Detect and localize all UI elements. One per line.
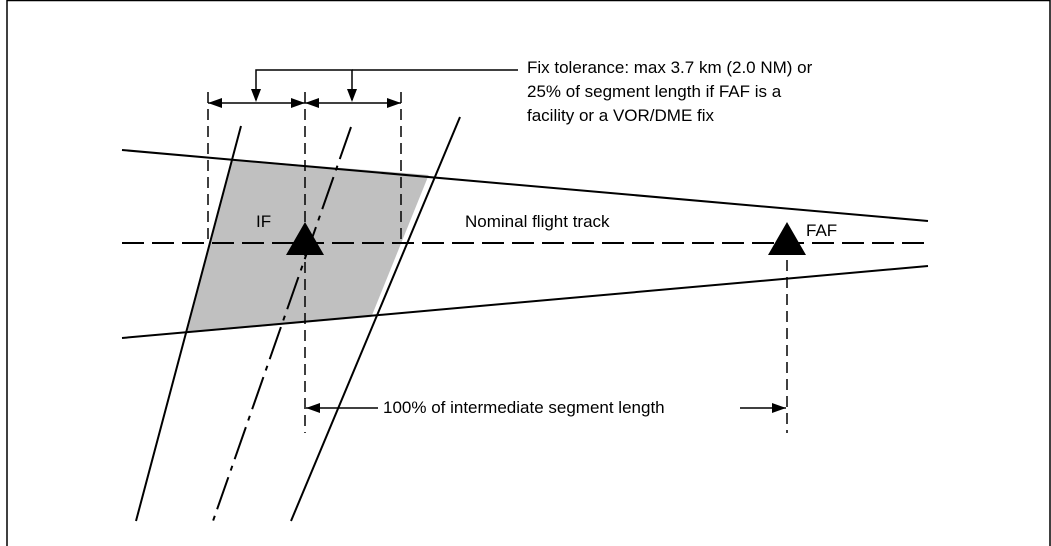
- segment-length-label: 100% of intermediate segment length: [381, 397, 667, 419]
- if-triangle-icon: [286, 222, 324, 255]
- fix-tolerance-note-line2: 25% of segment length if FAF is a: [527, 82, 782, 101]
- nominal-flight-track-label: Nominal flight track: [465, 212, 610, 231]
- left-slant-line: [135, 125, 242, 522]
- fix-tolerance-note-line1: Fix tolerance: max 3.7 km (2.0 NM) or: [527, 58, 813, 77]
- right-slant-line: [290, 116, 461, 522]
- faf-label: FAF: [804, 220, 840, 242]
- segment-arrow-right-head: [772, 403, 786, 413]
- center-slant-line: [212, 126, 352, 522]
- fix-tolerance-note-line3: facility or a VOR/DME fix: [527, 106, 715, 125]
- faf-triangle-icon: [768, 222, 806, 255]
- segment-arrow-left-head: [306, 403, 320, 413]
- lower-boundary-line: [121, 265, 929, 339]
- upper-boundary-line: [121, 149, 929, 222]
- annotation-bracket: [255, 69, 353, 100]
- if-label: IF: [256, 212, 272, 231]
- figure-frame: [6, 0, 1051, 546]
